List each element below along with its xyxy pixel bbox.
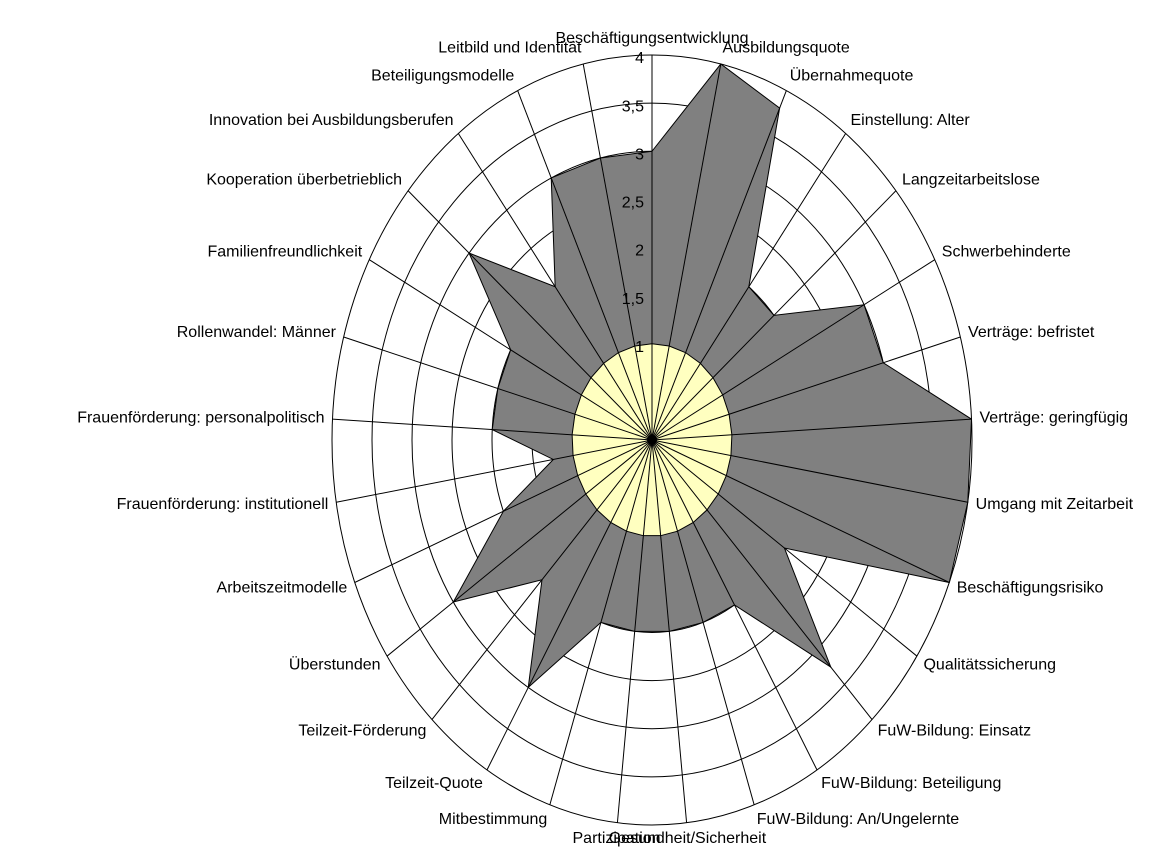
spoke xyxy=(651,90,787,441)
spoke xyxy=(332,418,653,441)
spoke xyxy=(651,190,897,441)
category-label: Teilzeit-Quote xyxy=(385,775,483,792)
r-tick-label: 1 xyxy=(635,339,644,356)
spoke xyxy=(354,439,653,583)
category-label: Gesundheit/Sicherheit xyxy=(609,830,767,847)
category-label: FuW-Bildung: Einsatz xyxy=(878,722,1032,739)
category-label: Langzeitarbeitslose xyxy=(902,172,1040,189)
r-tick-label: 2,5 xyxy=(622,195,644,212)
spoke xyxy=(651,439,818,771)
spoke xyxy=(651,336,961,441)
spoke xyxy=(651,439,950,583)
category-label: Beschäftigungsentwicklung xyxy=(555,30,748,47)
spoke xyxy=(651,133,847,441)
spoke xyxy=(517,90,653,441)
spoke xyxy=(343,336,653,441)
spoke xyxy=(651,439,968,503)
spoke xyxy=(651,439,688,823)
center xyxy=(647,435,657,445)
r-tick-label: 2 xyxy=(635,243,644,260)
spoke xyxy=(407,190,653,441)
category-label: Qualitätssicherung xyxy=(923,656,1056,673)
spoke xyxy=(651,439,918,657)
category-label: Frauenförderung: institutionell xyxy=(117,496,329,513)
category-label: Verträge: geringfügig xyxy=(980,410,1129,427)
spoke xyxy=(457,133,653,441)
category-label: Einstellung: Alter xyxy=(850,112,970,129)
r-tick-label: 3 xyxy=(635,146,644,163)
spoke xyxy=(369,259,653,441)
category-label: Rollenwandel: Männer xyxy=(177,324,337,341)
spoke xyxy=(486,439,653,771)
category-label: Beschäftigungsrisiko xyxy=(957,580,1104,597)
spoke xyxy=(651,63,722,441)
r-tick-label: 3,5 xyxy=(622,98,644,115)
category-label: Frauenförderung: personalpolitisch xyxy=(77,410,324,427)
category-label: Familienfreundlichkeit xyxy=(207,243,362,260)
category-label: Ausbildungsquote xyxy=(723,40,850,57)
category-label: Mitbestimmung xyxy=(439,811,547,828)
category-label: Schwerbehinderte xyxy=(942,243,1071,260)
category-label: Innovation bei Ausbildungsberufen xyxy=(209,112,454,129)
spoke xyxy=(651,439,873,720)
category-label: Arbeitszeitmodelle xyxy=(217,580,348,597)
spoke xyxy=(616,439,653,823)
spoke xyxy=(386,439,653,657)
category-label: Teilzeit-Förderung xyxy=(298,722,426,739)
category-label: Umgang mit Zeitarbeit xyxy=(976,496,1134,513)
category-label: Partizipation xyxy=(573,830,661,847)
spoke xyxy=(431,439,653,720)
spoke xyxy=(336,439,653,503)
spoke xyxy=(582,63,653,441)
r-tick-label: 1,5 xyxy=(622,291,644,308)
category-label: Verträge: befristet xyxy=(968,324,1095,341)
category-label: FuW-Bildung: Beteiligung xyxy=(821,775,1001,792)
category-label: Kooperation überbetrieblich xyxy=(206,172,402,189)
category-label: Beteiligungsmodelle xyxy=(371,67,514,84)
category-label: FuW-Bildung: An/Ungelernte xyxy=(757,811,960,828)
category-label: Leitbild und Identität xyxy=(438,40,582,57)
spoke xyxy=(651,418,972,441)
r-tick-label: 4 xyxy=(635,50,644,67)
category-label: Überstunden xyxy=(289,655,381,673)
spoke xyxy=(651,439,755,805)
category-label: Übernahmequote xyxy=(790,66,914,84)
spoke xyxy=(651,259,935,441)
spoke xyxy=(549,439,653,805)
